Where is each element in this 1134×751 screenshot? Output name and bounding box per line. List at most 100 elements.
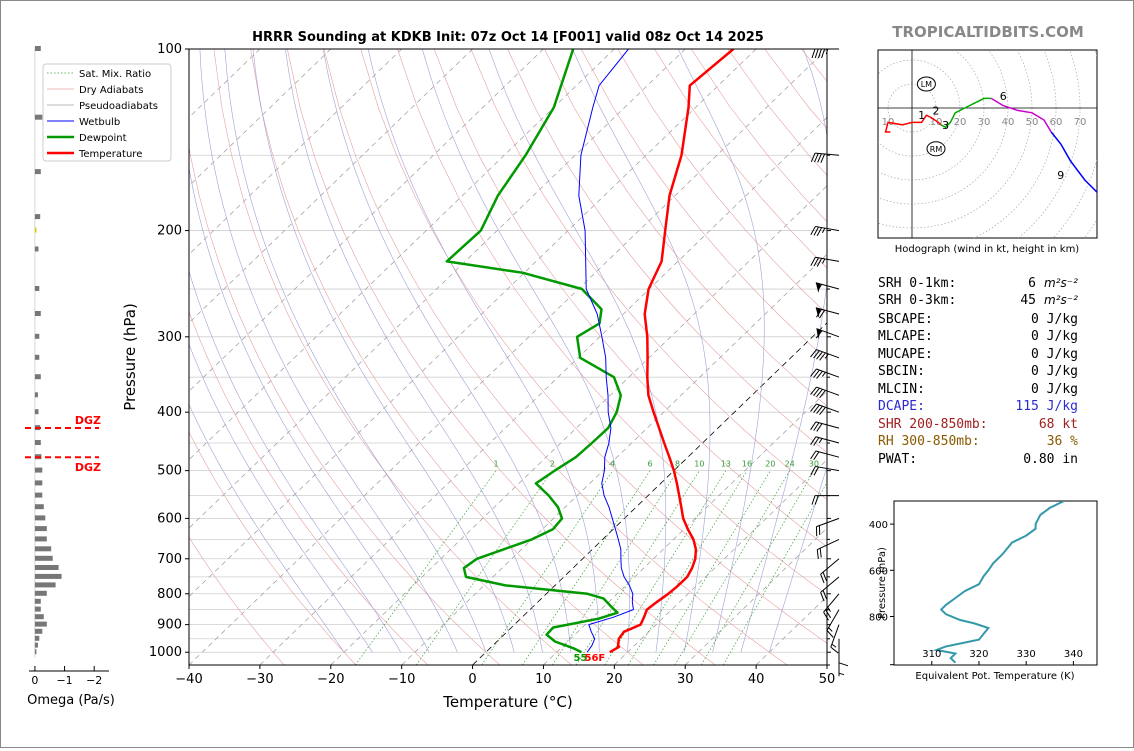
wetbulb-line xyxy=(578,49,634,653)
barb-full xyxy=(816,388,823,398)
legend-entry: Dry Adiabats xyxy=(79,85,143,96)
barb-half xyxy=(822,258,826,264)
wind-barb xyxy=(810,403,840,416)
omega-bar xyxy=(34,504,44,510)
omega-bar xyxy=(34,598,41,604)
omega-bar xyxy=(34,467,43,473)
param-value-sbcape: 0 J/kg xyxy=(1031,312,1078,327)
omega-bar xyxy=(34,246,39,252)
barb-full xyxy=(816,227,823,237)
barb-full xyxy=(819,406,826,416)
barb-full xyxy=(821,48,826,59)
mixing-ratio-label: 8 xyxy=(675,460,680,469)
dry-adiabat xyxy=(360,49,827,644)
barb-staff xyxy=(816,368,840,378)
wind-barb xyxy=(823,593,840,621)
omega-xlabel: Omega (Pa/s) xyxy=(27,693,115,708)
pseudoadiabat xyxy=(285,49,543,653)
x-tick-label: 30 xyxy=(677,672,694,687)
barb-full xyxy=(810,226,816,236)
dry-adiabat xyxy=(189,145,500,665)
omega-bar xyxy=(34,46,41,51)
barb-staff xyxy=(815,421,840,429)
wind-barb xyxy=(810,152,840,163)
mixing-ratio-line xyxy=(415,470,553,665)
param-unit-srh01: m²s⁻² xyxy=(1044,276,1078,290)
wind-barb xyxy=(820,576,840,602)
isotherm xyxy=(189,49,473,324)
wind-barb xyxy=(815,328,840,339)
hodograph-ring-label: 60 xyxy=(1050,117,1063,128)
theta-e-plot xyxy=(932,501,1065,664)
barb-full xyxy=(810,368,817,377)
dgz-label: DGZ xyxy=(75,461,101,474)
param-value-rh: 36 % xyxy=(1047,434,1078,449)
wind-barb xyxy=(815,517,840,537)
omega-bar xyxy=(34,642,38,648)
wind-barb xyxy=(820,558,840,584)
wind-barb xyxy=(810,436,840,446)
barb-full xyxy=(810,450,817,460)
pseudoadiabat xyxy=(677,49,765,653)
x-tick-label: 10 xyxy=(535,672,552,687)
barb-full xyxy=(810,421,817,431)
barb-staff xyxy=(816,349,840,359)
skewt-legend: Sat. Mix. Ratio Dry Adiabats Pseudoadiabat… xyxy=(42,63,172,162)
wind-barb xyxy=(815,282,840,293)
mixing-ratio-line xyxy=(552,470,678,665)
barb-half xyxy=(838,672,845,676)
barb-full xyxy=(819,548,822,558)
barb-pennant xyxy=(816,328,822,339)
theta-e-y-tick-label: 600 xyxy=(869,566,888,577)
dewpoint-line xyxy=(445,49,623,654)
temperature-line xyxy=(609,49,735,654)
barb-full xyxy=(817,48,822,59)
param-label-srh01: SRH 0-1km: xyxy=(878,276,956,291)
omega-bar xyxy=(34,440,41,445)
mixing-ratio-line xyxy=(674,470,791,665)
hodograph-trace xyxy=(940,97,992,129)
skewt-axes: −40 −30 −20 −10 0 10 20 30 40 50 100 200 300 400 500 60… xyxy=(149,42,835,687)
mixing-ratio-label: 6 xyxy=(648,460,653,469)
omega-bar xyxy=(34,565,59,570)
mixing-ratio-line xyxy=(481,470,613,665)
y-tick-label: 900 xyxy=(157,618,182,633)
theta-e-ylabel: Pressure (hPa) xyxy=(877,547,888,619)
barb-full xyxy=(810,403,817,412)
hodograph-height-label: 1 xyxy=(918,109,925,122)
barb-full xyxy=(820,153,826,163)
storm-motion-label: LM xyxy=(921,80,932,89)
barb-full xyxy=(814,495,819,505)
legend-entry: Dewpoint xyxy=(79,133,127,144)
theta-e-line xyxy=(932,501,1065,664)
barb-staff xyxy=(815,152,840,156)
y-tick-label: 600 xyxy=(157,511,182,526)
barb-staff xyxy=(820,558,840,575)
param-label-dcape: DCAPE: xyxy=(878,399,925,414)
barb-staff xyxy=(817,538,840,550)
isotherm xyxy=(614,459,827,665)
barb-full xyxy=(814,153,819,163)
dry-adiabat xyxy=(189,536,285,665)
pseudoadiabat xyxy=(189,166,430,653)
isotherm xyxy=(189,49,827,665)
barb-full xyxy=(810,436,817,445)
barb-half xyxy=(824,353,829,359)
wind-barb xyxy=(830,624,840,654)
pseudoadiabat xyxy=(488,49,667,653)
pseudoadiabat xyxy=(189,403,345,653)
omega-bar xyxy=(34,311,41,316)
pseudoadiabat xyxy=(572,49,711,653)
barb-full xyxy=(822,590,828,600)
barb-full xyxy=(811,495,816,505)
hodograph-trace xyxy=(990,97,1052,133)
wind-barb xyxy=(811,48,839,59)
y-tick-label: 100 xyxy=(157,42,182,57)
hodograph-ring-label: 10 xyxy=(930,117,943,128)
omega-bar xyxy=(34,555,53,561)
omega-bar xyxy=(34,621,47,627)
y-tick-label: 700 xyxy=(157,552,182,567)
barb-full xyxy=(815,526,818,537)
barb-pennant xyxy=(815,307,821,318)
